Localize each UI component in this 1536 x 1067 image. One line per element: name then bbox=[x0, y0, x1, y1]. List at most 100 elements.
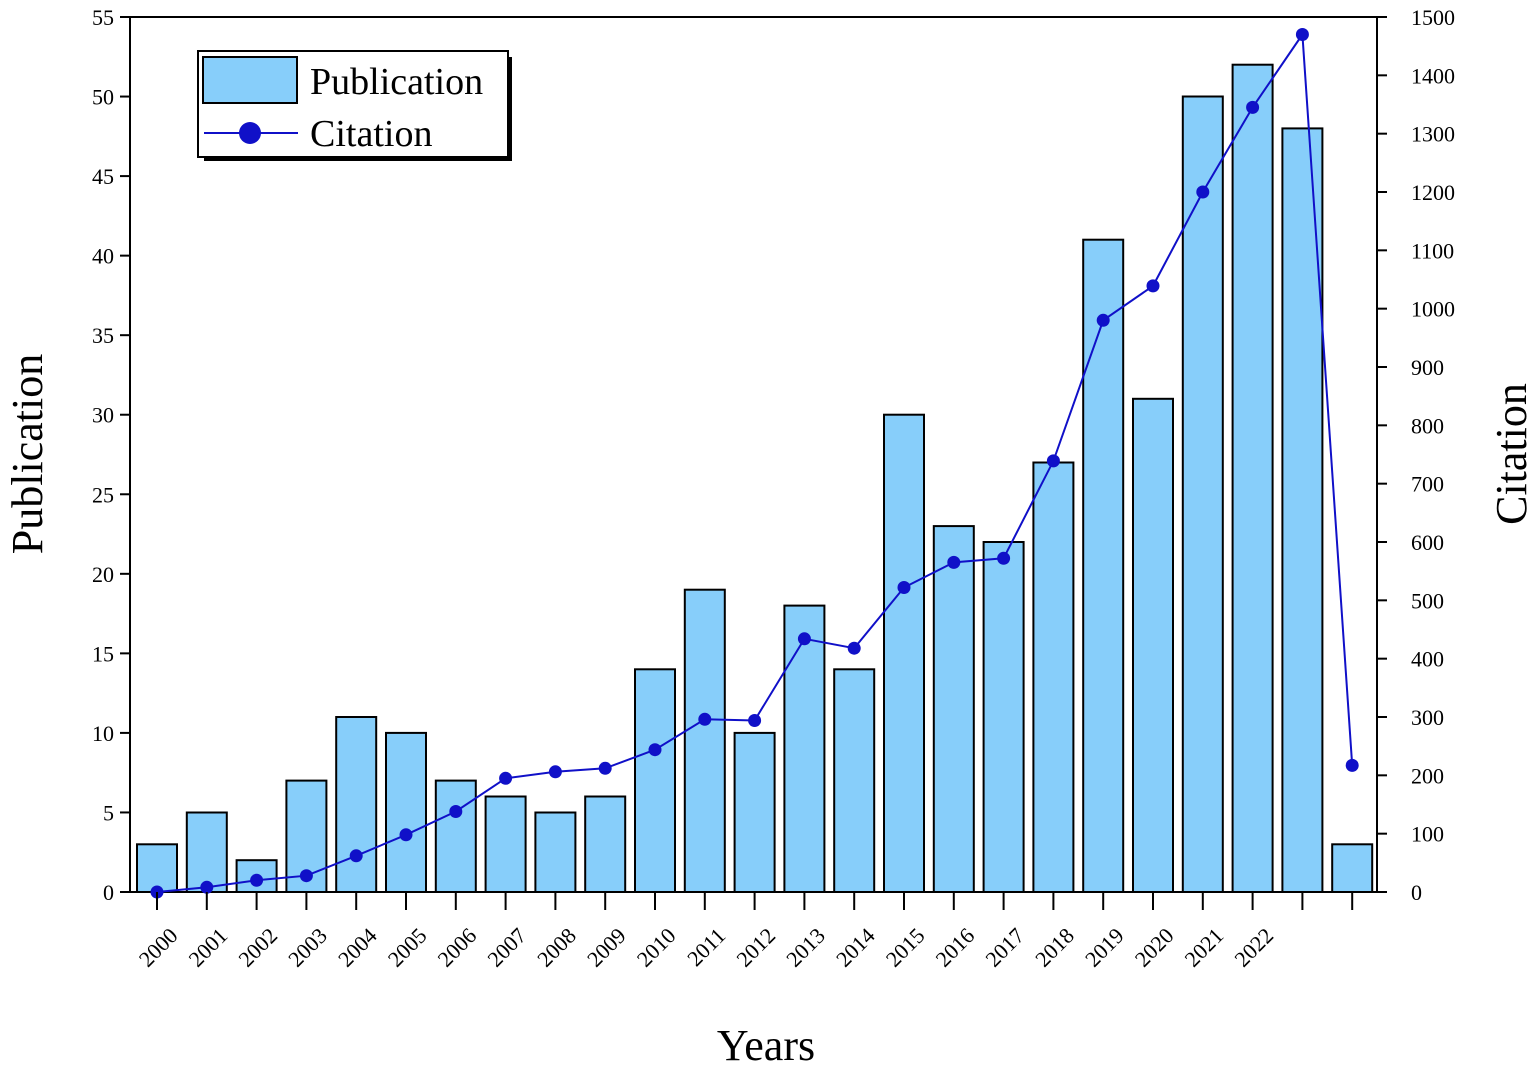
y-tick-label: 30 bbox=[92, 403, 114, 428]
y-tick-label: 45 bbox=[92, 164, 114, 189]
publication-bar bbox=[932, 525, 975, 893]
y2-tick-label: 200 bbox=[1411, 763, 1444, 788]
x-tick-label: 2005 bbox=[383, 923, 432, 972]
x-tick-label: 2013 bbox=[781, 923, 830, 972]
y-tick-label: 5 bbox=[103, 800, 114, 825]
publication-bar bbox=[733, 731, 776, 894]
publication-bar bbox=[634, 668, 676, 893]
citation-point bbox=[299, 869, 313, 883]
citation-point bbox=[1246, 100, 1260, 114]
y2-tick-label: 300 bbox=[1411, 705, 1444, 730]
x-tick-label: 2010 bbox=[632, 923, 681, 972]
y-tick-label: 35 bbox=[92, 323, 114, 348]
y-tick-label: 55 bbox=[92, 5, 114, 30]
publication-bar bbox=[1231, 63, 1274, 893]
publication-bar bbox=[534, 811, 577, 893]
citation-point bbox=[698, 712, 712, 726]
y-tick-label: 10 bbox=[92, 721, 114, 746]
y-tick-label: 20 bbox=[92, 562, 114, 587]
x-tick-label: 2014 bbox=[831, 923, 880, 972]
y2-tick-label: 1000 bbox=[1411, 297, 1455, 322]
y2-tick-label: 100 bbox=[1411, 822, 1444, 847]
legend: Publication Citation bbox=[197, 50, 512, 161]
x-tick-label: 2017 bbox=[980, 923, 1029, 972]
citation-point bbox=[997, 551, 1011, 565]
x-tick-label: 2020 bbox=[1130, 923, 1179, 972]
x-tick-label: 2011 bbox=[682, 923, 730, 971]
x-tick-label: 2007 bbox=[482, 923, 531, 972]
y2-tick-label: 1300 bbox=[1411, 122, 1455, 147]
publication-bar bbox=[833, 668, 876, 893]
citation-point bbox=[1295, 28, 1309, 41]
y-axis-title: Publication bbox=[3, 354, 52, 554]
y2-tick-label: 0 bbox=[1411, 880, 1422, 905]
publication-bar bbox=[385, 731, 427, 894]
citation-point bbox=[1345, 758, 1359, 772]
citation-point bbox=[1196, 185, 1210, 199]
x-tick-label: 2003 bbox=[283, 923, 332, 972]
citation-point bbox=[897, 581, 911, 594]
publication-bar bbox=[1281, 127, 1324, 893]
publication-bar bbox=[1032, 461, 1075, 893]
y2-tick-label: 500 bbox=[1411, 588, 1444, 613]
y2-tick-label: 1200 bbox=[1411, 180, 1455, 205]
x-tick-label: 2004 bbox=[333, 923, 382, 972]
y2-tick-label: 1100 bbox=[1411, 238, 1454, 263]
citation-point bbox=[847, 641, 861, 655]
x-tick-label: 2016 bbox=[931, 923, 980, 972]
publication-bar bbox=[883, 413, 925, 893]
y2-tick-label: 700 bbox=[1411, 472, 1444, 497]
x-tick-label: 2018 bbox=[1030, 923, 1079, 972]
y2-tick-label: 400 bbox=[1411, 647, 1444, 672]
publication-bar bbox=[683, 588, 726, 893]
citation-point bbox=[499, 771, 513, 785]
y-tick-label: 40 bbox=[92, 244, 114, 269]
citation-point bbox=[1146, 279, 1160, 293]
publication-bar bbox=[136, 843, 178, 893]
y-tick-label: 0 bbox=[103, 880, 114, 905]
publication-bar bbox=[335, 716, 378, 893]
citation-point bbox=[399, 828, 413, 842]
x-tick-label: 2015 bbox=[881, 923, 930, 972]
citation-point bbox=[349, 849, 363, 863]
citation-point bbox=[1096, 313, 1110, 327]
x-tick-label: 2009 bbox=[582, 923, 631, 972]
x-tick-label: 2006 bbox=[433, 923, 482, 972]
publication-bar bbox=[783, 604, 826, 893]
citation-point bbox=[598, 761, 612, 775]
publication-bar bbox=[434, 779, 477, 893]
citation-point bbox=[548, 765, 562, 779]
citation-point bbox=[797, 632, 811, 646]
y-tick-label: 25 bbox=[92, 482, 114, 507]
legend-line-marker bbox=[239, 122, 261, 144]
x-tick-label: 2022 bbox=[1229, 923, 1278, 972]
y2-tick-label: 1400 bbox=[1411, 63, 1455, 88]
x-axis-title: Years bbox=[717, 1021, 815, 1067]
x-tick-label: 2001 bbox=[184, 923, 233, 972]
x-tick-label: 2021 bbox=[1180, 923, 1229, 972]
x-tick-label: 2012 bbox=[731, 923, 780, 972]
publication-bar bbox=[185, 811, 228, 893]
line-layer bbox=[150, 28, 1359, 899]
citation-point bbox=[947, 555, 961, 569]
publication-bar bbox=[1181, 95, 1224, 893]
y-tick-label: 15 bbox=[92, 641, 114, 666]
publication-bar bbox=[1331, 843, 1374, 893]
citation-point bbox=[449, 805, 463, 818]
citation-point bbox=[748, 714, 762, 727]
citation-point bbox=[250, 873, 264, 887]
publication-bar bbox=[484, 795, 527, 893]
x-tick-label: 2002 bbox=[233, 923, 282, 972]
publication-bar bbox=[982, 541, 1025, 893]
y2-tick-label: 600 bbox=[1411, 530, 1444, 555]
x-tick-label: 2008 bbox=[532, 923, 581, 972]
x-tick-label: 2000 bbox=[134, 923, 183, 972]
citation-point bbox=[200, 880, 214, 894]
citation-point bbox=[1046, 454, 1060, 468]
citation-point bbox=[648, 743, 662, 757]
legend-publication-label: Publication bbox=[310, 61, 483, 103]
publication-bar bbox=[584, 795, 627, 893]
publication-bar bbox=[1082, 238, 1125, 893]
y2-tick-label: 900 bbox=[1411, 355, 1444, 380]
